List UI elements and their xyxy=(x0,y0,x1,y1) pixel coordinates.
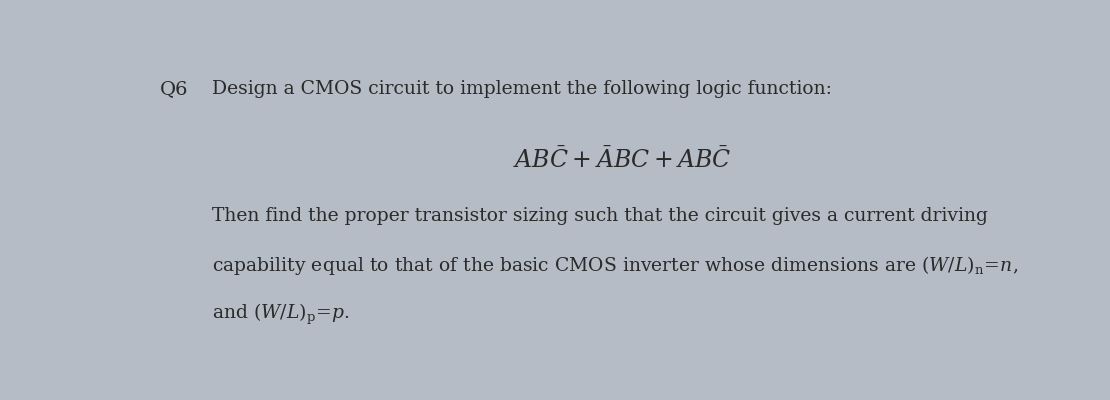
Text: Q6: Q6 xyxy=(160,80,189,98)
Text: and $(W/L)_{\mathrm{p}}\!=\!p.$: and $(W/L)_{\mathrm{p}}\!=\!p.$ xyxy=(212,302,350,327)
Text: capability equal to that of the basic CMOS inverter whose dimensions are $(W/L)_: capability equal to that of the basic CM… xyxy=(212,254,1018,277)
Text: Then find the proper transistor sizing such that the circuit gives a current dri: Then find the proper transistor sizing s… xyxy=(212,207,988,225)
Text: $AB\bar{C} + \bar{A}BC + AB\bar{C}$: $AB\bar{C} + \bar{A}BC + AB\bar{C}$ xyxy=(513,146,731,173)
Text: Design a CMOS circuit to implement the following logic function:: Design a CMOS circuit to implement the f… xyxy=(212,80,831,98)
